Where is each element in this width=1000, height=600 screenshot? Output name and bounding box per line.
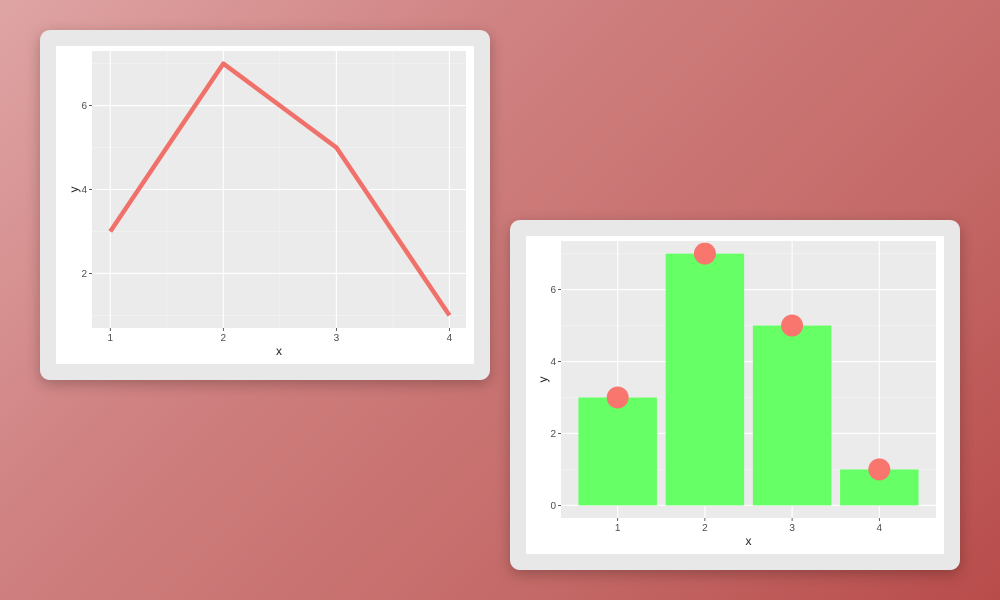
y-tick-label: 6 bbox=[81, 101, 87, 112]
x-tick-label: 3 bbox=[334, 333, 340, 344]
y-tick-label: 2 bbox=[550, 429, 556, 440]
x-tick-label: 4 bbox=[877, 523, 883, 534]
bar-chart-card: 0 2 4 6 1 2 3 4 x y bbox=[510, 220, 960, 570]
bar-1 bbox=[578, 397, 657, 506]
x-tick-label: 4 bbox=[447, 333, 453, 344]
y-tick-label: 2 bbox=[81, 269, 87, 280]
bar-2 bbox=[665, 253, 745, 506]
y-tick-label: 4 bbox=[550, 357, 556, 368]
bar-chart: 0 2 4 6 1 2 3 4 x y bbox=[526, 236, 944, 554]
y-tick-label: 6 bbox=[550, 285, 556, 296]
bar-3 bbox=[752, 325, 832, 506]
data-point-3 bbox=[781, 314, 804, 337]
x-axis-title: x bbox=[276, 344, 282, 358]
line-chart-card: 2 4 6 1 2 3 4 x y bbox=[40, 30, 490, 380]
y-tick-label: 4 bbox=[81, 185, 87, 196]
y-axis-title: y bbox=[67, 187, 81, 193]
x-tick-label: 3 bbox=[789, 523, 795, 534]
y-tick-label: 0 bbox=[550, 501, 556, 512]
x-tick-label: 2 bbox=[702, 523, 708, 534]
x-tick-label: 1 bbox=[615, 523, 621, 534]
data-point-2 bbox=[693, 242, 716, 265]
data-point-1 bbox=[606, 386, 629, 409]
x-tick-label: 2 bbox=[221, 333, 227, 344]
x-axis-title: x bbox=[746, 534, 752, 548]
series-line bbox=[108, 61, 452, 317]
line-chart: 2 4 6 1 2 3 4 x y bbox=[56, 46, 474, 364]
x-tick-label: 1 bbox=[107, 333, 113, 344]
data-point-4 bbox=[868, 458, 891, 481]
y-axis-title: y bbox=[536, 377, 550, 383]
